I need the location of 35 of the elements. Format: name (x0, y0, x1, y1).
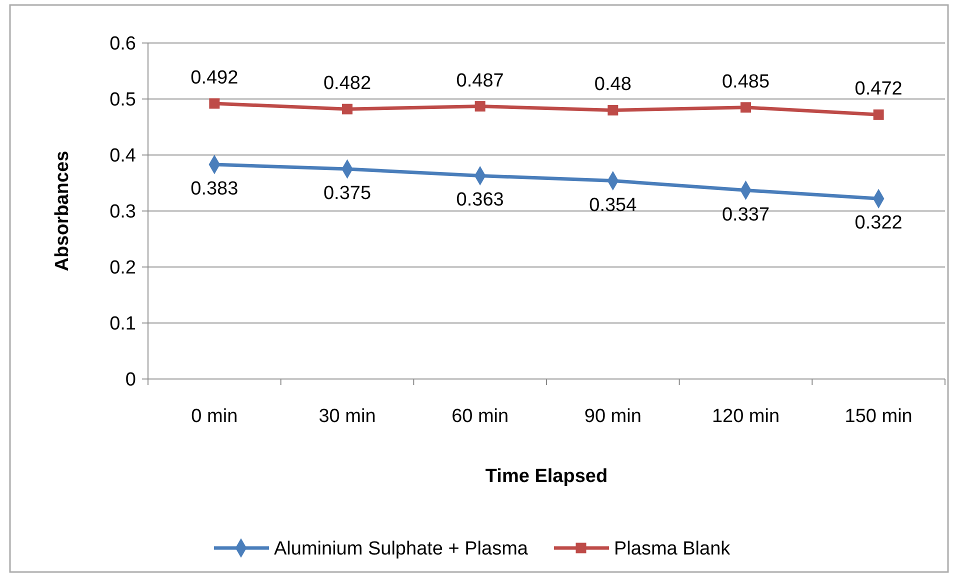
y-tick-label: 0.2 (110, 258, 136, 279)
data-label: 0.375 (323, 183, 372, 204)
data-label: 0.485 (722, 71, 770, 92)
x-axis-title: Time Elapsed (485, 466, 608, 487)
y-tick-label: 0.6 (110, 34, 136, 55)
data-label: 0.487 (456, 70, 504, 92)
point (209, 98, 220, 109)
data-label: 0.337 (722, 204, 770, 226)
data-label: 0.472 (854, 78, 902, 100)
point (740, 102, 751, 113)
point (342, 104, 352, 114)
data-label: 0.322 (854, 212, 902, 234)
y-tick-label: 0 (125, 370, 136, 391)
y-axis-title: Absorbances (52, 150, 73, 272)
x-tick-label: 30 min (318, 406, 376, 427)
point (608, 104, 618, 116)
x-tick-label: 90 min (584, 406, 642, 427)
x-tick-label: 150 min (844, 406, 912, 427)
y-tick-label: 0.5 (110, 90, 136, 111)
data-label: 0.363 (456, 190, 504, 211)
x-tick-label: 120 min (712, 406, 780, 427)
x-tick-label: 0 min (191, 406, 238, 427)
legend-label: Plasma Blank (614, 538, 731, 560)
y-tick-label: 0.3 (110, 202, 136, 223)
y-tick-label: 0.1 (110, 314, 136, 335)
data-label: 0.482 (323, 73, 372, 94)
data-label: 0.48 (594, 74, 632, 96)
point (474, 101, 486, 112)
data-label: 0.492 (190, 67, 238, 88)
data-label: 0.354 (589, 194, 638, 216)
y-tick-label: 0.4 (110, 146, 136, 167)
x-tick-label: 60 min (452, 406, 509, 427)
data-label: 0.383 (190, 178, 238, 200)
legend-label: Aluminium Sulphate + Plasma (274, 538, 528, 560)
point (873, 109, 884, 120)
